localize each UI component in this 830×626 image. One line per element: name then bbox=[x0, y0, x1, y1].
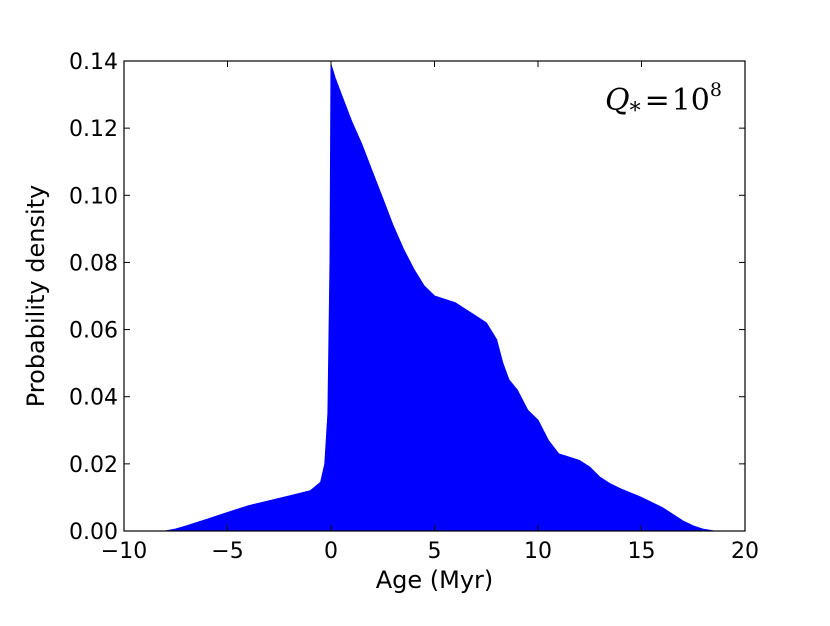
plot-area bbox=[124, 64, 745, 532]
y-tick-label: 0.02 bbox=[69, 453, 118, 478]
x-tick-label: 20 bbox=[731, 539, 759, 564]
y-tick-label: 0.14 bbox=[69, 50, 118, 75]
y-tick-label: 0.08 bbox=[69, 251, 118, 276]
annotation-exponent: 8 bbox=[710, 79, 722, 101]
x-tick-label: 0 bbox=[324, 539, 338, 564]
annotation-subscript: * bbox=[630, 99, 641, 124]
y-tick-label: 0.10 bbox=[69, 184, 118, 209]
density-area bbox=[124, 64, 745, 532]
annotation-equals: = bbox=[645, 83, 670, 118]
y-tick-label: 0.06 bbox=[69, 319, 118, 344]
annotation-symbol: Q bbox=[605, 83, 630, 118]
x-tick-label: 5 bbox=[428, 539, 442, 564]
x-tick-label: 15 bbox=[628, 539, 656, 564]
tick-labels: −10 −5 0 5 10 15 20 0.00 0.02 0.04 0.06 0.08 0.10 0.1… bbox=[69, 50, 759, 564]
y-axis-label: Probability density bbox=[22, 185, 50, 408]
y-tick-label: 0.04 bbox=[69, 386, 118, 411]
y-tick-label: 0.12 bbox=[69, 117, 118, 142]
x-tick-label: −10 bbox=[101, 539, 147, 564]
x-axis-label: Age (Myr) bbox=[376, 566, 494, 594]
x-tick-label: −5 bbox=[211, 539, 243, 564]
axis-ticks bbox=[123, 60, 746, 532]
q-star-annotation: Q* =108 bbox=[605, 79, 722, 124]
annotation-base: 10 bbox=[672, 83, 710, 118]
x-tick-label: 10 bbox=[524, 539, 552, 564]
y-tick-label: 0.00 bbox=[69, 520, 118, 545]
